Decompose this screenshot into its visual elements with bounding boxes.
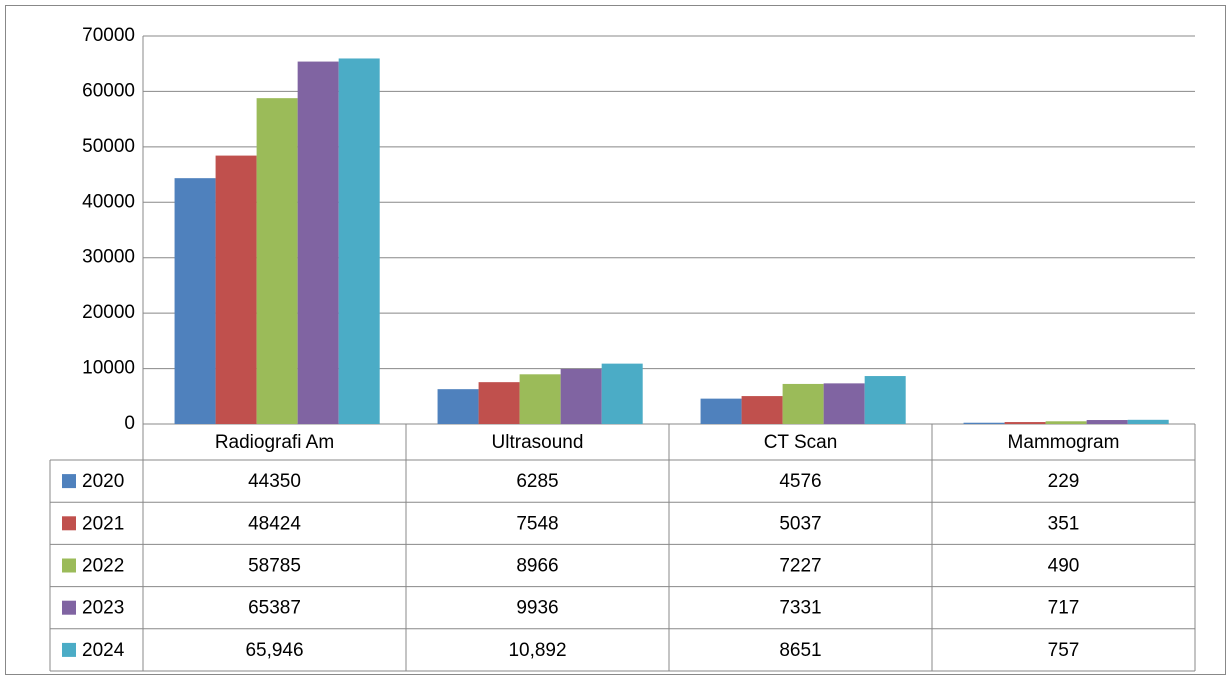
- bar: [1127, 419, 1169, 424]
- x-tick-label: Ultrasound: [492, 432, 584, 453]
- table-cell: 5037: [779, 513, 821, 534]
- table-cell: 229: [1048, 471, 1080, 492]
- legend-key: [62, 642, 76, 657]
- bar: [601, 363, 643, 424]
- bar: [297, 61, 339, 424]
- bar: [741, 396, 783, 424]
- legend-key: [62, 558, 76, 573]
- table-cell: 65387: [248, 598, 301, 619]
- table-cell: 8651: [779, 640, 821, 661]
- legend-label: 2022: [82, 556, 124, 577]
- table-cell: 6285: [516, 471, 558, 492]
- bar: [174, 178, 216, 424]
- table-cell: 65,946: [245, 640, 303, 661]
- y-tick-label: 20000: [82, 302, 135, 323]
- table-cell: 7331: [779, 598, 821, 619]
- legend-label: 2021: [82, 513, 124, 534]
- bar: [782, 383, 824, 424]
- table-cell: 717: [1048, 598, 1080, 619]
- y-tick-label: 0: [124, 413, 135, 434]
- table-cell: 44350: [248, 471, 301, 492]
- bar: [700, 398, 742, 424]
- table-cell: 10,892: [508, 640, 566, 661]
- table-cell: 48424: [248, 513, 301, 534]
- bar: [864, 376, 906, 424]
- legend-key: [62, 516, 76, 531]
- table-cell: 7227: [779, 556, 821, 577]
- legend-key: [62, 600, 76, 615]
- bar: [437, 389, 479, 424]
- y-tick-label: 40000: [82, 191, 135, 212]
- bar: [560, 368, 602, 424]
- table-cell: 351: [1048, 513, 1080, 534]
- table-cell: 9936: [516, 598, 558, 619]
- table-cell: 7548: [516, 513, 558, 534]
- bar: [256, 98, 298, 424]
- x-tick-label: Mammogram: [1008, 432, 1120, 453]
- y-tick-label: 10000: [82, 358, 135, 379]
- bar: [338, 58, 380, 425]
- table-cell: 757: [1048, 640, 1080, 661]
- bar: [823, 383, 865, 424]
- table-cell: 490: [1048, 556, 1080, 577]
- table-cell: 58785: [248, 556, 301, 577]
- legend-label: 2020: [82, 471, 124, 492]
- y-tick-label: 60000: [82, 80, 135, 101]
- bar: [519, 374, 561, 424]
- bar: [963, 422, 1005, 424]
- x-tick-label: Radiografi Am: [215, 432, 334, 453]
- y-tick-label: 30000: [82, 247, 135, 268]
- x-tick-label: CT Scan: [764, 432, 838, 453]
- bar: [215, 155, 257, 424]
- y-tick-label: 70000: [82, 25, 135, 46]
- legend-key: [62, 474, 76, 489]
- bar: [1004, 422, 1046, 424]
- bar: [1086, 420, 1128, 424]
- legend-label: 2024: [82, 640, 125, 661]
- bar: [1045, 421, 1087, 424]
- legend-label: 2023: [82, 598, 124, 619]
- y-tick-label: 50000: [82, 136, 135, 157]
- table-cell: 8966: [516, 556, 558, 577]
- table-cell: 4576: [779, 471, 821, 492]
- bar: [478, 382, 520, 424]
